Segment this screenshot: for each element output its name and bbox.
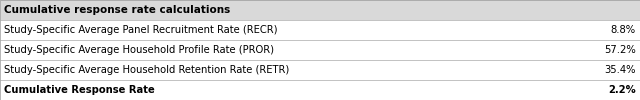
- Text: 57.2%: 57.2%: [604, 45, 636, 55]
- Text: Study-Specific Average Household Profile Rate (PROR): Study-Specific Average Household Profile…: [4, 45, 275, 55]
- Text: 2.2%: 2.2%: [608, 85, 636, 95]
- Text: Cumulative Response Rate: Cumulative Response Rate: [4, 85, 156, 95]
- Text: 8.8%: 8.8%: [611, 25, 636, 35]
- Bar: [0, 40, 640, 60]
- Text: Cumulative response rate calculations: Cumulative response rate calculations: [4, 5, 231, 15]
- Bar: [0, 20, 640, 40]
- Text: 35.4%: 35.4%: [604, 65, 636, 75]
- Bar: [0, 0, 640, 20]
- Bar: [0, 80, 640, 100]
- Bar: [0, 60, 640, 80]
- Text: Study-Specific Average Panel Recruitment Rate (RECR): Study-Specific Average Panel Recruitment…: [4, 25, 278, 35]
- Text: Study-Specific Average Household Retention Rate (RETR): Study-Specific Average Household Retenti…: [4, 65, 290, 75]
